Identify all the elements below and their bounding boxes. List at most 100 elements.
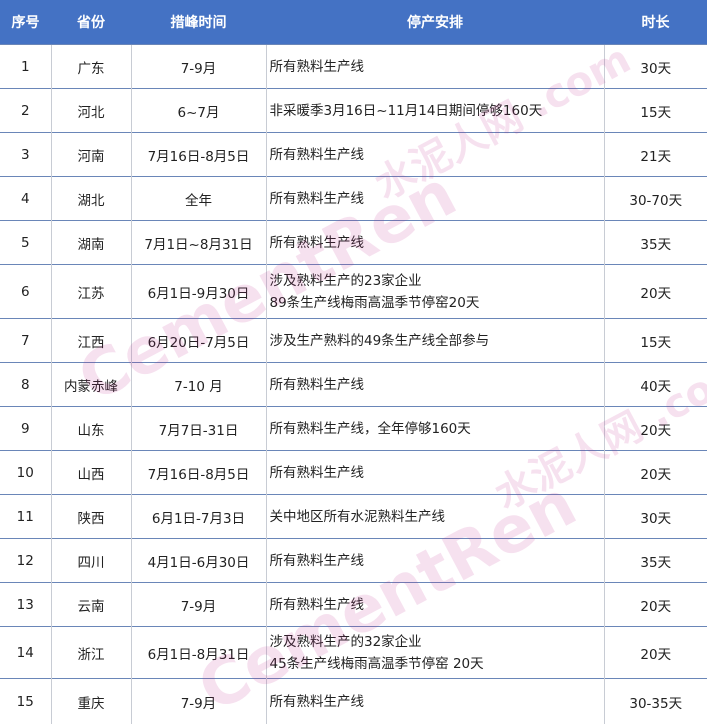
table-row: 7 江西 6月20日-7月5日 涉及生产熟料的49条生产线全部参与 15天 — [0, 318, 707, 363]
cell-province: 山东 — [50, 406, 131, 451]
cell-arrangement: 涉及熟料生产的23家企业 89条生产线梅雨高温季节停窑20天 — [265, 264, 604, 319]
cell-arrangement: 所有熟料生产线 — [265, 538, 604, 583]
cell-no: 3 — [0, 132, 51, 177]
cell-arrangement: 非采暖季3月16日~11月14日期间停够160天 — [265, 88, 604, 133]
cell-period: 6月1日-7月3日 — [130, 494, 266, 539]
arrangement-line: 所有熟料生产线 — [269, 552, 365, 569]
cell-duration: 30-70天 — [603, 176, 707, 221]
cell-period: 7月7日-31日 — [130, 406, 266, 451]
cell-period: 6月20日-7月5日 — [130, 318, 266, 363]
cell-province: 湖北 — [50, 176, 131, 221]
cell-duration: 21天 — [603, 132, 707, 177]
cell-duration: 15天 — [603, 88, 707, 133]
arrangement-line: 非采暖季3月16日~11月14日期间停够160天 — [269, 102, 543, 119]
cell-province: 四川 — [50, 538, 131, 583]
cell-period: 7-10 月 — [130, 362, 266, 407]
arrangement-line: 关中地区所有水泥熟料生产线 — [269, 508, 446, 525]
cell-no: 4 — [0, 176, 51, 221]
header-no: 序号 — [0, 0, 51, 45]
cell-no: 9 — [0, 406, 51, 451]
arrangement-line: 所有熟料生产线 — [269, 596, 365, 613]
cell-arrangement: 所有熟料生产线 — [265, 678, 604, 724]
cell-arrangement: 所有熟料生产线 — [265, 220, 604, 265]
cell-duration: 20天 — [603, 406, 707, 451]
cell-no: 7 — [0, 318, 51, 363]
cell-period: 6月1日-9月30日 — [130, 264, 266, 319]
cell-arrangement: 所有熟料生产线 — [265, 132, 604, 177]
cell-province: 重庆 — [50, 678, 131, 724]
header-arrangement: 停产安排 — [266, 0, 604, 45]
cell-period: 全年 — [130, 176, 266, 221]
cell-no: 6 — [0, 264, 51, 319]
cell-no: 11 — [0, 494, 51, 539]
table-row: 10 山西 7月16日-8月5日 所有熟料生产线 20天 — [0, 450, 707, 495]
cell-no: 13 — [0, 582, 51, 627]
arrangement-line: 所有熟料生产线 — [269, 190, 365, 207]
cell-duration: 20天 — [603, 626, 707, 679]
arrangement-line: 所有熟料生产线 — [269, 376, 365, 393]
arrangement-line: 涉及熟料生产的32家企业 — [269, 633, 422, 650]
cell-province: 河南 — [50, 132, 131, 177]
cell-no: 1 — [0, 44, 51, 89]
table-row: 1 广东 7-9月 所有熟料生产线 30天 — [0, 44, 707, 89]
table-row: 12 四川 4月1日-6月30日 所有熟料生产线 35天 — [0, 538, 707, 583]
table-row: 5 湖南 7月1日~8月31日 所有熟料生产线 35天 — [0, 220, 707, 265]
arrangement-line: 所有熟料生产线 — [269, 146, 365, 163]
table-row: 3 河南 7月16日-8月5日 所有熟料生产线 21天 — [0, 132, 707, 177]
arrangement-line: 所有熟料生产线 — [269, 58, 365, 75]
cell-period: 6~7月 — [130, 88, 266, 133]
cell-arrangement: 涉及熟料生产的32家企业 45条生产线梅雨高温季节停窑 20天 — [265, 626, 604, 679]
cell-period: 4月1日-6月30日 — [130, 538, 266, 583]
cell-duration: 20天 — [603, 450, 707, 495]
cell-period: 6月1日-8月31日 — [130, 626, 266, 679]
cell-province: 湖南 — [50, 220, 131, 265]
cell-no: 5 — [0, 220, 51, 265]
arrangement-line: 所有熟料生产线 — [269, 464, 365, 481]
cell-arrangement: 所有熟料生产线 — [265, 450, 604, 495]
cell-duration: 40天 — [603, 362, 707, 407]
cell-duration: 15天 — [603, 318, 707, 363]
cell-period: 7月16日-8月5日 — [130, 450, 266, 495]
cell-duration: 20天 — [603, 582, 707, 627]
table-row: 2 河北 6~7月 非采暖季3月16日~11月14日期间停够160天 15天 — [0, 88, 707, 133]
table-row: 6 江苏 6月1日-9月30日 涉及熟料生产的23家企业 89条生产线梅雨高温季节停窑2… — [0, 264, 707, 319]
arrangement-line: 所有熟料生产线 — [269, 234, 365, 251]
cell-duration: 35天 — [603, 538, 707, 583]
cell-no: 10 — [0, 450, 51, 495]
cell-duration: 20天 — [603, 264, 707, 319]
arrangement-line: 所有熟料生产线 — [269, 693, 365, 710]
arrangement-line: 89条生产线梅雨高温季节停窑20天 — [269, 294, 480, 311]
cell-duration: 35天 — [603, 220, 707, 265]
cell-no: 8 — [0, 362, 51, 407]
table-row: 4 湖北 全年 所有熟料生产线 30-70天 — [0, 176, 707, 221]
cell-province: 浙江 — [50, 626, 131, 679]
cell-arrangement: 所有熟料生产线 — [265, 582, 604, 627]
cell-period: 7-9月 — [130, 582, 266, 627]
cell-province: 广东 — [50, 44, 131, 89]
cell-arrangement: 所有熟料生产线，全年停够160天 — [265, 406, 604, 451]
arrangement-line: 涉及生产熟料的49条生产线全部参与 — [269, 332, 490, 349]
cell-no: 12 — [0, 538, 51, 583]
cell-arrangement: 所有熟料生产线 — [265, 44, 604, 89]
cell-duration: 30-35天 — [603, 678, 707, 724]
cell-province: 河北 — [50, 88, 131, 133]
cell-no: 15 — [0, 678, 51, 724]
cell-duration: 30天 — [603, 44, 707, 89]
cell-province: 云南 — [50, 582, 131, 627]
arrangement-line: 所有熟料生产线，全年停够160天 — [269, 420, 471, 437]
header-period: 措峰时间 — [131, 0, 266, 45]
cell-province: 江苏 — [50, 264, 131, 319]
arrangement-line: 涉及熟料生产的23家企业 — [269, 272, 422, 289]
cell-province: 内蒙赤峰 — [50, 362, 131, 407]
cell-province: 陕西 — [50, 494, 131, 539]
table-row: 15 重庆 7-9月 所有熟料生产线 30-35天 — [0, 678, 707, 724]
cell-period: 7-9月 — [130, 44, 266, 89]
table-row: 14 浙江 6月1日-8月31日 涉及熟料生产的32家企业 45条生产线梅雨高温季节停窑… — [0, 626, 707, 679]
cell-arrangement: 所有熟料生产线 — [265, 176, 604, 221]
table-row: 8 内蒙赤峰 7-10 月所有熟料生产线 40天 — [0, 362, 707, 407]
header-row: 序号 省份 措峰时间 停产安排 时长 — [0, 0, 707, 45]
cell-arrangement: 关中地区所有水泥熟料生产线 — [265, 494, 604, 539]
cell-period: 7月1日~8月31日 — [130, 220, 266, 265]
cell-province: 山西 — [50, 450, 131, 495]
